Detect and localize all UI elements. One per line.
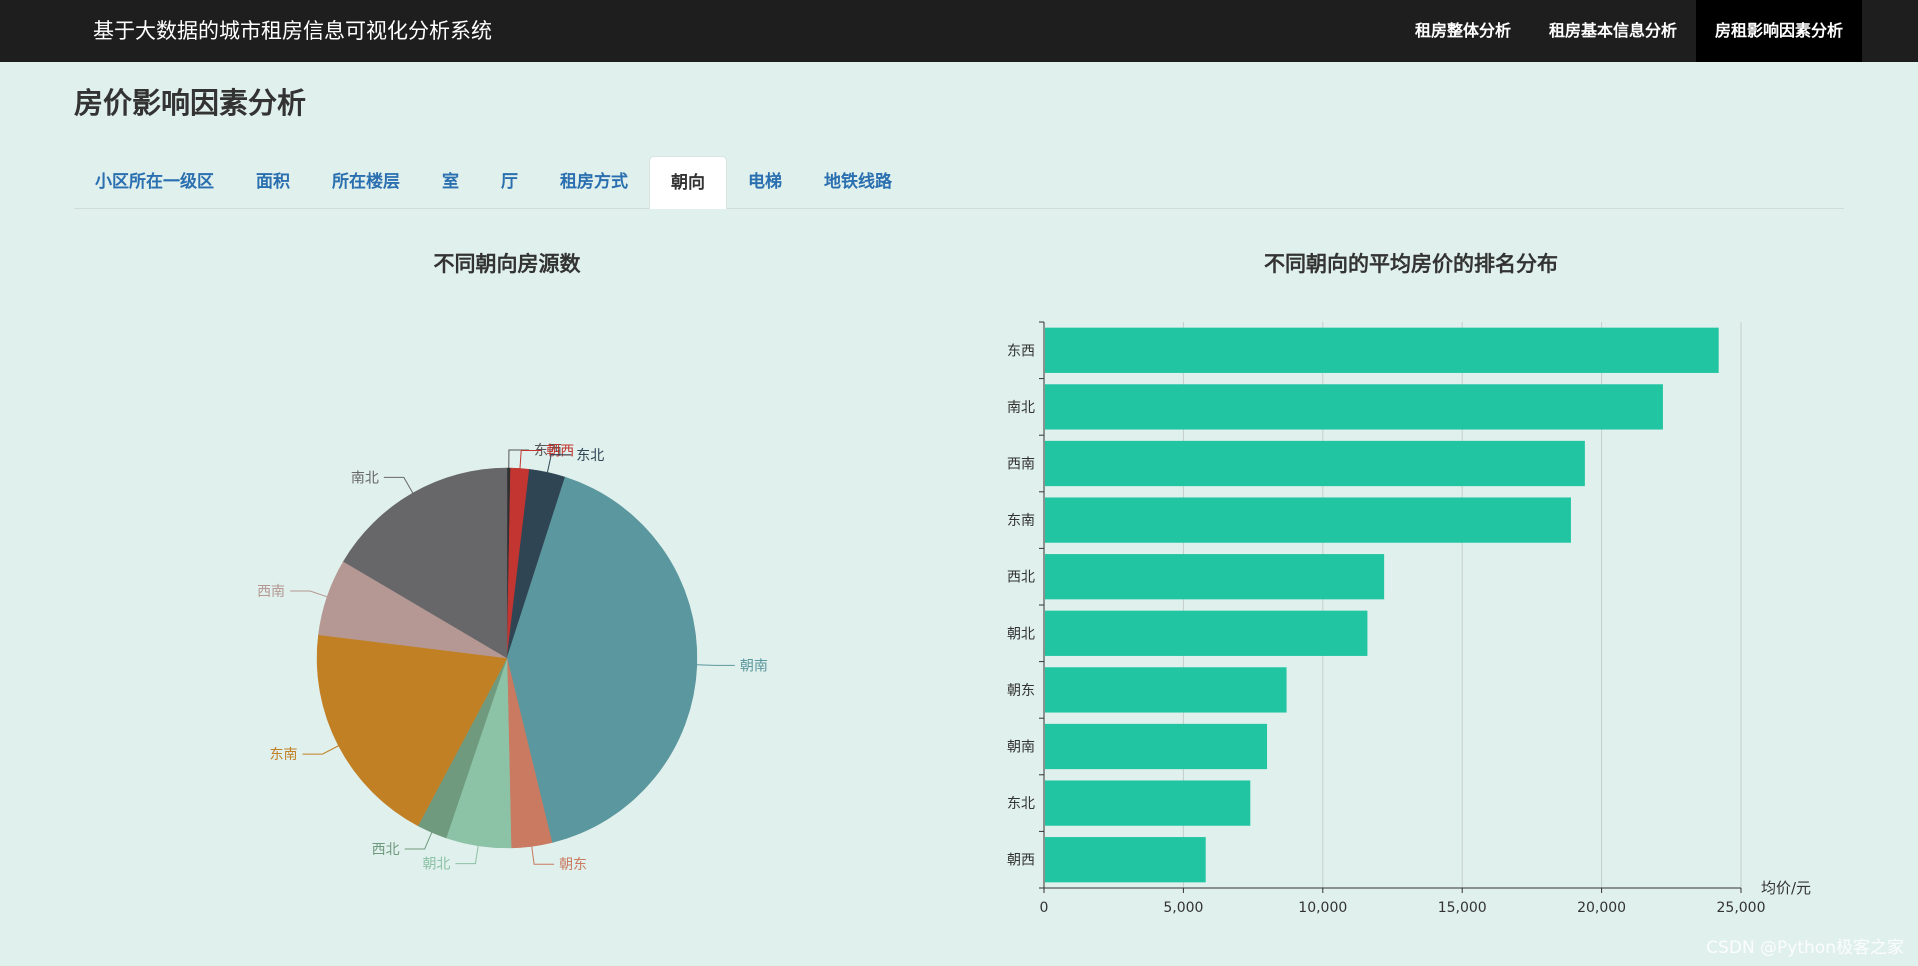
tab-district[interactable]: 小区所在一级区 xyxy=(95,172,214,192)
y-tick-label-7: 朝南 xyxy=(1007,740,1035,756)
pie-label-line-5 xyxy=(455,845,479,865)
pie-label-line-8 xyxy=(290,590,328,598)
bar-chart-title: 不同朝向的平均房价的排名分布 xyxy=(1264,252,1558,276)
pie-label-3: 朝南 xyxy=(740,658,768,674)
y-tick-label-5: 朝北 xyxy=(1007,626,1035,642)
nav-item-overall[interactable]: 租房整体分析 xyxy=(1414,21,1511,40)
nav-menu: 租房整体分析 租房基本信息分析 房租影响因素分析 xyxy=(1396,0,1862,62)
bar-6[interactable] xyxy=(1045,667,1287,713)
factor-tabs: 小区所在一级区 面积 所在楼层 室 厅 租房方式 朝向 电梯 地铁线路 xyxy=(74,156,1844,209)
y-tick-label-4: 西北 xyxy=(1007,570,1035,586)
pie-label-line-9 xyxy=(383,476,414,494)
top-navbar: 基于大数据的城市租房信息可视化分析系统 租房整体分析 租房基本信息分析 房租影响… xyxy=(0,0,1918,62)
bar-9[interactable] xyxy=(1045,837,1206,883)
y-tick-label-9: 朝西 xyxy=(1007,853,1035,869)
y-tick-label-2: 西南 xyxy=(1007,457,1035,473)
pie-label-line-2 xyxy=(546,454,572,473)
pie-label-1: 朝西 xyxy=(546,443,574,459)
x-tick-label: 10,000 xyxy=(1298,900,1347,916)
pie-label-6: 西北 xyxy=(372,842,400,858)
pie-label-line-6 xyxy=(404,832,433,850)
tab-elevator[interactable]: 电梯 xyxy=(748,172,782,192)
pie-chart-title: 不同朝向房源数 xyxy=(433,252,581,276)
bar-7[interactable] xyxy=(1045,723,1268,770)
pie-label-line-4 xyxy=(531,846,555,865)
nav-item-basic-info[interactable]: 租房基本信息分析 xyxy=(1548,21,1677,40)
tab-floor[interactable]: 所在楼层 xyxy=(332,172,400,192)
x-tick-label: 25,000 xyxy=(1717,900,1766,916)
bar-5[interactable] xyxy=(1045,610,1368,656)
pie-label-5: 朝北 xyxy=(422,857,450,873)
bar-0[interactable] xyxy=(1045,327,1719,373)
orientation-price-bar-chart: 0 5,000 10,000 15,000 20,000 25,000 东西南北西南东南西北… xyxy=(1007,321,1811,916)
pie-label-7: 东南 xyxy=(270,747,298,763)
pie-label-line-0 xyxy=(508,449,529,469)
tab-subway[interactable]: 地铁线路 xyxy=(824,172,892,192)
y-tick-label-3: 东南 xyxy=(1007,513,1035,529)
tab-area[interactable]: 面积 xyxy=(256,172,290,192)
x-tick-label: 20,000 xyxy=(1577,900,1626,916)
pie-label-8: 西南 xyxy=(257,584,285,600)
watermark: CSDN @Python极客之家 xyxy=(1706,938,1904,958)
tab-rooms[interactable]: 室 xyxy=(442,172,459,192)
pie-label-2: 东北 xyxy=(576,448,604,464)
y-tick-label-1: 南北 xyxy=(1007,400,1035,416)
x-tick-label: 0 xyxy=(1040,900,1049,916)
bar-4[interactable] xyxy=(1045,554,1385,600)
tab-rent-type[interactable]: 租房方式 xyxy=(560,172,628,192)
bar-3[interactable] xyxy=(1045,497,1571,543)
pie-label-4: 朝东 xyxy=(559,857,587,873)
tab-halls[interactable]: 厅 xyxy=(501,172,518,192)
app-title[interactable]: 基于大数据的城市租房信息可视化分析系统 xyxy=(93,19,492,43)
pie-label-line-3 xyxy=(696,664,735,666)
pie-label-line-1 xyxy=(519,449,542,469)
tab-orientation[interactable]: 朝向 xyxy=(649,156,727,209)
bar-8[interactable] xyxy=(1045,780,1251,826)
x-tick-label: 5,000 xyxy=(1163,900,1203,916)
x-tick-label: 15,000 xyxy=(1438,900,1487,916)
pie-label-9: 南北 xyxy=(351,470,379,486)
page-title: 房价影响因素分析 xyxy=(74,86,307,120)
y-tick-label-6: 朝东 xyxy=(1007,683,1035,699)
bar-2[interactable] xyxy=(1045,440,1585,487)
pie-slice-3[interactable] xyxy=(506,476,698,843)
y-tick-label-0: 东西 xyxy=(1007,343,1035,359)
y-tick-label-8: 东北 xyxy=(1007,796,1035,812)
nav-item-factors[interactable]: 房租影响因素分析 xyxy=(1695,0,1862,62)
bar-1[interactable] xyxy=(1045,384,1663,430)
pie-label-line-7 xyxy=(302,745,339,755)
x-axis-title: 均价/元 xyxy=(1761,879,1811,897)
